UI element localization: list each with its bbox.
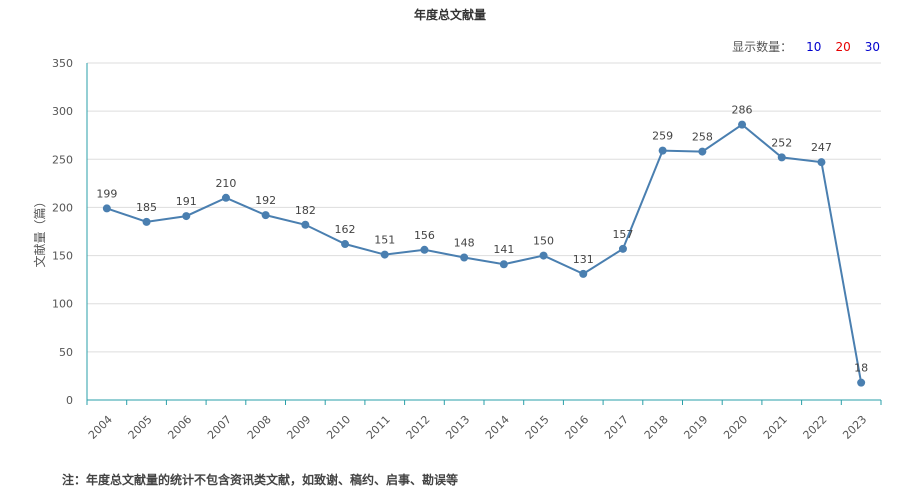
y-tick-label: 350 <box>52 57 73 70</box>
y-axis-title: 文献量（篇） <box>32 195 47 267</box>
x-tick-label: 2017 <box>602 413 631 442</box>
data-label: 252 <box>771 136 792 149</box>
x-tick-label: 2006 <box>165 413 194 442</box>
data-point <box>182 212 191 221</box>
y-tick-label: 300 <box>52 105 73 118</box>
display-count-label: 显示数量： <box>732 40 793 54</box>
data-label: 182 <box>295 204 316 217</box>
data-label: 150 <box>533 235 554 248</box>
display-count-option-20[interactable]: 20 <box>835 39 851 54</box>
data-point <box>579 269 588 278</box>
x-tick-label: 2012 <box>404 413 433 442</box>
data-points <box>102 120 866 387</box>
y-tick-label: 100 <box>52 298 73 311</box>
series-line-path <box>106 123 863 383</box>
x-tick-label: 2016 <box>562 413 591 442</box>
x-tick-label: 2015 <box>523 413 552 442</box>
data-label: 247 <box>811 141 832 154</box>
y-tick-labels: 0 50 100 150 200 250 300 350 <box>52 57 73 407</box>
data-point <box>539 251 548 260</box>
data-label: 259 <box>652 130 673 143</box>
x-tick-label: 2014 <box>483 413 512 442</box>
data-point <box>460 253 469 262</box>
display-count-option-30[interactable]: 30 <box>864 39 880 54</box>
chart-title: 年度总文献量 <box>413 8 486 22</box>
x-tick-label: 2005 <box>126 413 155 442</box>
data-label: 192 <box>255 194 276 207</box>
data-label: 131 <box>573 253 594 266</box>
axes <box>86 63 882 405</box>
x-tick-label: 2004 <box>86 413 115 442</box>
grid-lines <box>87 62 881 353</box>
x-tick-label: 2018 <box>642 413 671 442</box>
data-point <box>142 217 151 226</box>
x-tick-label: 2013 <box>443 413 472 442</box>
data-point <box>301 220 310 229</box>
y-tick-label: 200 <box>52 201 73 214</box>
series-line <box>106 123 863 383</box>
data-point <box>380 250 389 259</box>
data-point <box>221 193 230 202</box>
data-label: 157 <box>612 228 633 241</box>
data-label: 185 <box>136 201 157 214</box>
y-tick-label: 250 <box>52 153 73 166</box>
data-point <box>102 204 111 213</box>
data-label: 199 <box>96 187 117 200</box>
data-point <box>499 260 508 269</box>
data-label: 210 <box>215 177 236 190</box>
data-point <box>817 158 826 167</box>
data-label: 286 <box>732 104 753 117</box>
data-point <box>341 240 350 249</box>
data-label: 141 <box>493 243 514 256</box>
footnote: 注：年度总文献量的统计不包含资讯类文献，如致谢、稿约、启事、勘误等 <box>62 473 459 487</box>
data-point <box>698 147 707 156</box>
data-label: 148 <box>454 236 475 249</box>
data-label: 18 <box>854 362 868 375</box>
x-tick-label: 2011 <box>364 413 393 442</box>
x-tick-label: 2010 <box>324 413 353 442</box>
x-tick-label: 2008 <box>245 413 274 442</box>
data-label: 156 <box>414 229 435 242</box>
data-point <box>261 211 270 220</box>
data-label: 151 <box>374 234 395 247</box>
display-count-option-10[interactable]: 10 <box>806 39 822 54</box>
data-labels: 199 185 191 210 192 182 162 151 156 148 141 150 131 1… <box>96 104 868 375</box>
x-tick-label: 2020 <box>721 413 750 442</box>
x-tick-labels: 2004 2005 2006 2007 2008 2009 2010 2011 2012 2013… <box>86 413 869 442</box>
data-point <box>618 244 627 253</box>
data-point <box>777 153 786 162</box>
data-point <box>658 146 667 155</box>
y-tick-label: 50 <box>59 346 73 359</box>
x-tick-label: 2021 <box>761 413 790 442</box>
data-point <box>420 245 429 254</box>
x-tick-label: 2019 <box>681 413 710 442</box>
x-tick-label: 2007 <box>205 413 234 442</box>
data-point <box>857 378 866 387</box>
x-tick-label: 2022 <box>801 413 830 442</box>
display-count-selector: 显示数量： 10 20 30 <box>732 38 880 55</box>
x-tick-label: 2023 <box>840 413 869 442</box>
x-tick-label: 2009 <box>284 413 313 442</box>
data-label: 258 <box>692 131 713 144</box>
data-label: 191 <box>176 195 197 208</box>
data-point <box>738 120 747 129</box>
y-tick-label: 0 <box>66 394 73 407</box>
data-label: 162 <box>335 223 356 236</box>
y-tick-label: 150 <box>52 250 73 263</box>
